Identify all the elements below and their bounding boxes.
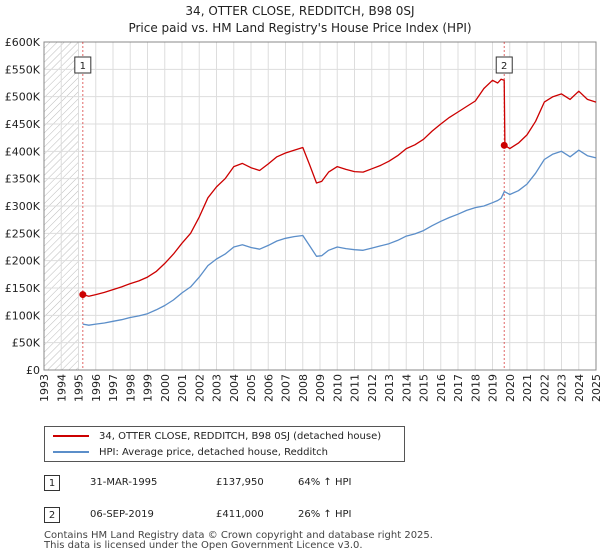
legend-swatch-hpi <box>53 451 89 453</box>
x-tick-label: 2007 <box>280 374 293 402</box>
annotation-badge <box>74 56 92 74</box>
y-tick-label: £50K <box>12 337 41 350</box>
x-tick-label: 2014 <box>400 374 413 402</box>
x-tick-label: 2002 <box>193 374 206 402</box>
price-chart: £0 £50K £100K £150K £200K £250K £300K £350K £400… <box>5 36 600 402</box>
x-tick-label: 1993 <box>38 374 51 402</box>
transaction-price: £411,000 <box>216 509 264 520</box>
x-tick-label: 2004 <box>228 374 241 402</box>
x-tick-label: 2012 <box>366 374 379 402</box>
annotation-badge-label: 2 <box>501 61 507 72</box>
legend-item-property: 34, OTTER CLOSE, REDDITCH, B98 0SJ (deta… <box>53 429 381 445</box>
x-tick-label: 2006 <box>262 374 275 402</box>
x-tick-label: 1994 <box>55 374 68 402</box>
y-tick-label: £200K <box>5 255 41 268</box>
annotation-badge <box>495 56 513 74</box>
y-tick-label: £600K <box>5 36 41 49</box>
chart-title: 34, OTTER CLOSE, REDDITCH, B98 0SJ <box>185 4 415 18</box>
x-tick-label: 1996 <box>90 374 103 402</box>
x-tick-label: 2019 <box>487 374 500 402</box>
y-tick-label: £300K <box>5 200 41 213</box>
x-tick-label: 2008 <box>297 374 310 402</box>
y-tick-label: £250K <box>5 227 41 240</box>
x-tick-label: 2005 <box>245 374 258 402</box>
x-tick-label: 2013 <box>383 374 396 402</box>
y-tick-label: £0 <box>26 364 40 377</box>
x-tick-label: 2017 <box>452 374 465 402</box>
x-tick-label: 2009 <box>314 374 327 402</box>
sale-marker <box>500 141 508 149</box>
footer-copyright: Contains HM Land Registry data © Crown c… <box>44 530 433 541</box>
legend-label-property: 34, OTTER CLOSE, REDDITCH, B98 0SJ (deta… <box>99 431 382 442</box>
sale-marker <box>79 291 87 299</box>
transaction-hpi-change: 26% ↑ HPI <box>298 509 352 520</box>
annotation-badge-label: 1 <box>80 61 86 72</box>
x-tick-label: 2021 <box>521 374 534 402</box>
plot-frame <box>43 41 597 371</box>
legend-label-hpi: HPI: Average price, detached house, Redd… <box>99 447 328 458</box>
y-tick-label: £500K <box>5 91 41 104</box>
x-tick-label: 2011 <box>349 374 362 402</box>
x-tick-label: 1995 <box>73 374 86 402</box>
transaction-badge: 1 <box>44 475 60 491</box>
transaction-date: 31-MAR-1995 <box>90 477 158 488</box>
y-tick-label: £350K <box>5 173 41 186</box>
x-tick-label: 2016 <box>435 374 448 402</box>
legend: 34, OTTER CLOSE, REDDITCH, B98 0SJ (deta… <box>44 426 405 462</box>
transaction-price: £137,950 <box>216 477 264 488</box>
y-tick-label: £100K <box>5 309 41 322</box>
y-tick-label: £150K <box>5 282 41 295</box>
x-tick-label: 2003 <box>211 374 224 402</box>
hpi-line <box>82 149 597 326</box>
transaction-row: 2 06-SEP-2019 £411,000 26% ↑ HPI <box>44 507 444 525</box>
x-tick-label: 1998 <box>124 374 137 402</box>
transaction-hpi-change: 64% ↑ HPI <box>298 477 352 488</box>
x-tick-label: 1997 <box>107 374 120 402</box>
footer-licence: This data is licensed under the Open Gov… <box>44 540 363 551</box>
x-tick-label: 2025 <box>590 374 600 402</box>
x-tick-label: 2024 <box>573 374 586 402</box>
footer: Contains HM Land Registry data © Crown c… <box>44 531 433 551</box>
x-tick-label: 2020 <box>504 374 517 402</box>
x-tick-label: 2010 <box>331 374 344 402</box>
x-tick-label: 2018 <box>469 374 482 402</box>
x-tick-label: 2000 <box>159 374 172 402</box>
x-tick-label: 2001 <box>176 374 189 402</box>
y-tick-label: £400K <box>5 145 41 158</box>
legend-swatch-property <box>53 435 89 437</box>
transaction-badge: 2 <box>44 507 60 523</box>
y-tick-label: £450K <box>5 118 41 131</box>
transaction-row: 1 31-MAR-1995 £137,950 64% ↑ HPI <box>44 475 444 493</box>
x-tick-label: 2022 <box>538 374 551 402</box>
chart-subtitle: Price paid vs. HM Land Registry's House … <box>128 21 472 35</box>
x-tick-label: 1999 <box>142 374 155 402</box>
x-tick-label: 2015 <box>418 374 431 402</box>
legend-item-hpi: HPI: Average price, detached house, Redd… <box>53 445 328 461</box>
transaction-date: 06-SEP-2019 <box>90 509 154 520</box>
x-tick-label: 2023 <box>556 374 569 402</box>
y-tick-label: £550K <box>5 63 41 76</box>
